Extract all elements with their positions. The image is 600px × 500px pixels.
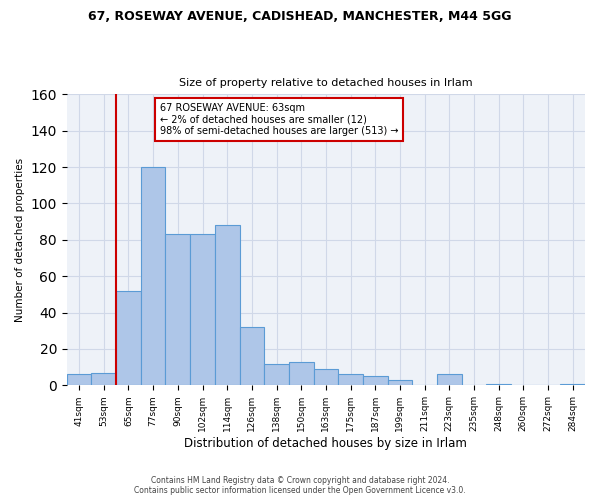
Bar	[486, 384, 511, 386]
Text: 67, ROSEWAY AVENUE, CADISHEAD, MANCHESTER, M44 5GG: 67, ROSEWAY AVENUE, CADISHEAD, MANCHESTE…	[88, 10, 512, 23]
Bar	[141, 167, 166, 386]
Bar	[116, 291, 141, 386]
Bar	[264, 364, 289, 386]
Bar	[289, 362, 314, 386]
Bar	[314, 369, 338, 386]
Y-axis label: Number of detached properties: Number of detached properties	[15, 158, 25, 322]
X-axis label: Distribution of detached houses by size in Irlam: Distribution of detached houses by size …	[184, 437, 467, 450]
Bar	[363, 376, 388, 386]
Bar	[166, 234, 190, 386]
Bar	[239, 327, 264, 386]
Bar	[67, 374, 91, 386]
Bar	[338, 374, 363, 386]
Text: Contains HM Land Registry data © Crown copyright and database right 2024.
Contai: Contains HM Land Registry data © Crown c…	[134, 476, 466, 495]
Bar	[388, 380, 412, 386]
Bar	[560, 384, 585, 386]
Bar	[190, 234, 215, 386]
Bar	[437, 374, 461, 386]
Title: Size of property relative to detached houses in Irlam: Size of property relative to detached ho…	[179, 78, 473, 88]
Bar	[91, 372, 116, 386]
Text: 67 ROSEWAY AVENUE: 63sqm
← 2% of detached houses are smaller (12)
98% of semi-de: 67 ROSEWAY AVENUE: 63sqm ← 2% of detache…	[160, 103, 398, 136]
Bar	[215, 226, 239, 386]
